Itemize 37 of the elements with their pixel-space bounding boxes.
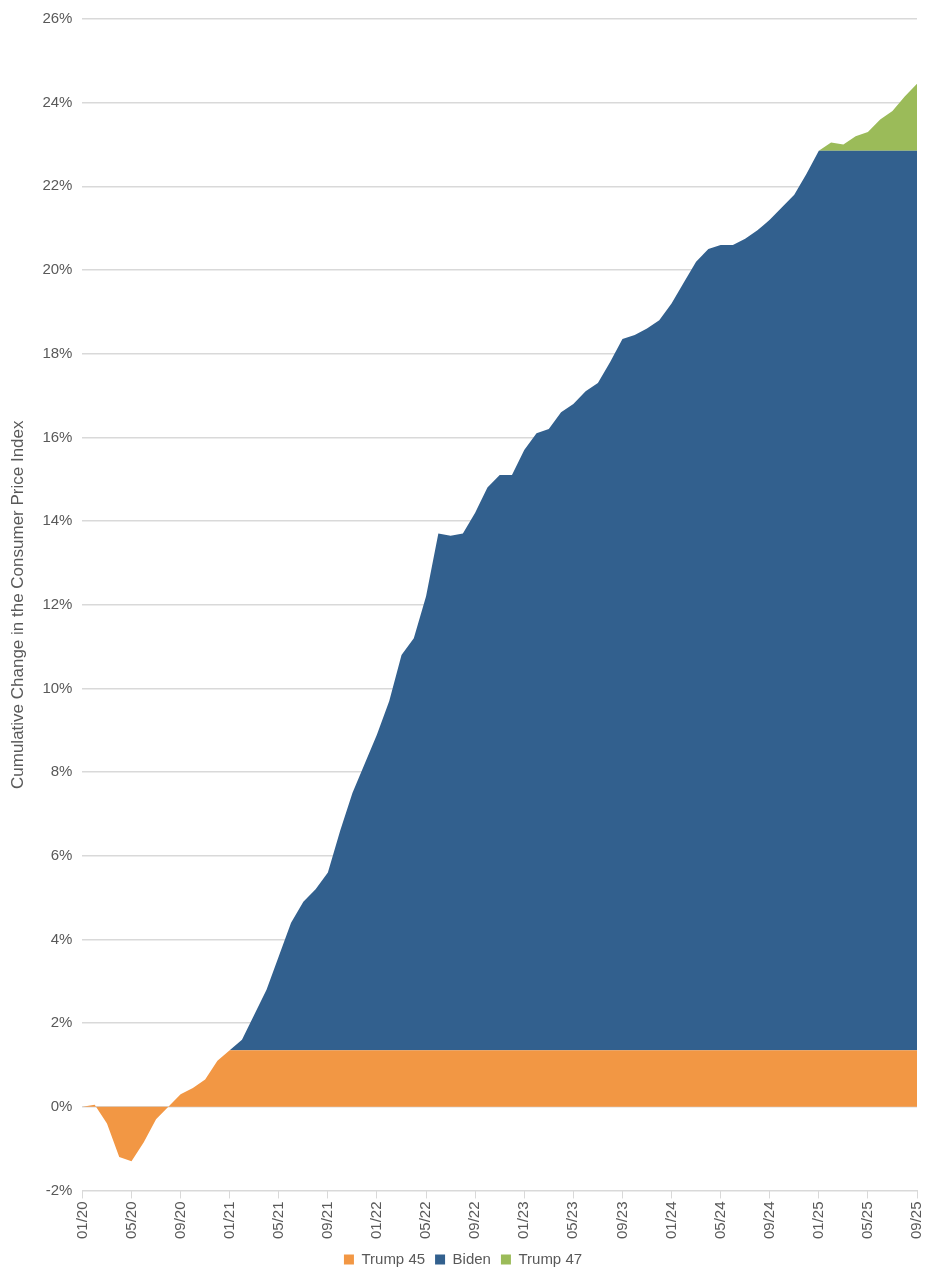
x-tick-label: 09/20	[170, 1201, 188, 1240]
y-tick-label: 10%	[42, 678, 73, 696]
legend-label: Trump 45	[361, 1249, 426, 1267]
y-tick-label: 2%	[50, 1013, 73, 1031]
y-tick-label: 22%	[42, 176, 73, 194]
x-tick-label: 05/25	[858, 1201, 876, 1240]
y-tick-label: 14%	[42, 511, 73, 529]
x-tick-label: 09/21	[318, 1201, 336, 1240]
y-tick-label: 6%	[50, 845, 73, 863]
x-tick-label: 05/24	[710, 1201, 728, 1240]
y-tick-label: 20%	[42, 260, 73, 278]
y-tick-label: 26%	[42, 9, 73, 27]
x-tick-label: 09/24	[759, 1201, 777, 1240]
x-tick-label: 01/23	[514, 1201, 532, 1240]
x-tick-label: 05/21	[268, 1201, 286, 1240]
y-tick-label: 8%	[50, 762, 73, 780]
y-tick-label: 24%	[42, 92, 73, 110]
y-tick-label: -2%	[45, 1180, 73, 1198]
legend-label: Biden	[452, 1249, 491, 1267]
y-tick-label: 16%	[42, 427, 73, 445]
y-tick-label: 12%	[42, 594, 73, 612]
y-axis-title: Cumulative Change in the Consumer Price Index	[7, 419, 27, 789]
y-tick-label: 0%	[50, 1096, 73, 1114]
x-tick-label: 01/20	[72, 1201, 90, 1240]
legend-label: Trump 47	[518, 1249, 583, 1267]
x-tick-label: 09/25	[907, 1201, 925, 1240]
x-tick-label: 05/23	[563, 1201, 581, 1240]
x-tick-label: 09/23	[612, 1201, 630, 1240]
y-tick-label: 4%	[50, 929, 73, 947]
x-tick-label: 05/22	[416, 1201, 434, 1240]
x-tick-label: 01/22	[367, 1201, 385, 1240]
y-tick-label: 18%	[42, 343, 73, 361]
x-tick-label: 01/21	[219, 1201, 237, 1240]
x-tick-label: 05/20	[121, 1201, 139, 1240]
x-tick-label: 01/25	[808, 1201, 826, 1240]
x-tick-label: 09/22	[465, 1201, 483, 1240]
x-tick-label: 01/24	[661, 1201, 679, 1240]
